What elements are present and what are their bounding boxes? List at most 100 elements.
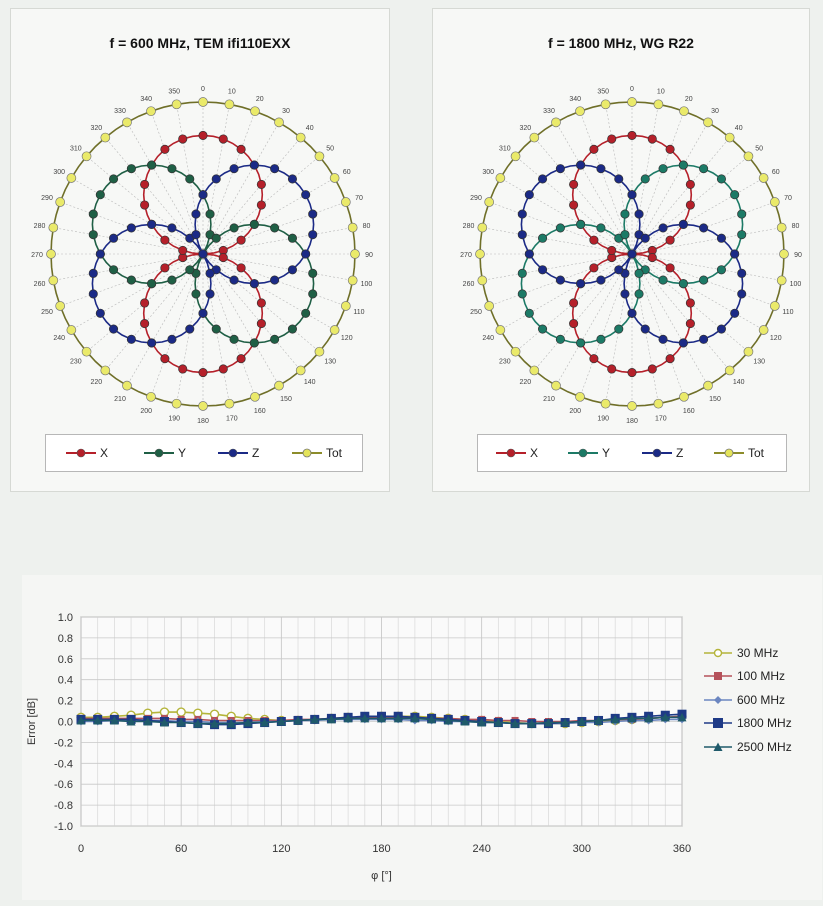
data-point-2500-mhz	[126, 717, 136, 726]
data-point-tot	[347, 275, 358, 286]
data-point-tot	[55, 197, 66, 207]
error-line-chart-panel: 1.0 0.8 0.6 0.4 0.2 0.0 -0.2 -0.4 -0.6 -0.8 -1.0 0 6…	[22, 575, 822, 900]
angle-tick-label: 40	[306, 125, 314, 132]
angle-tick-label: 340	[569, 96, 581, 103]
angle-tick-label: 110	[782, 309, 793, 316]
legend-label: 2500 MHz	[737, 739, 792, 754]
data-point-x	[236, 144, 246, 154]
data-point-tot	[224, 398, 235, 409]
data-point-z	[627, 308, 637, 318]
data-point-x	[256, 298, 266, 308]
legend-item-x: X	[66, 435, 108, 471]
data-point-x	[607, 364, 617, 374]
angle-tick-label: 140	[304, 379, 316, 386]
data-point-tot	[122, 380, 132, 391]
angle-tick-label: 70	[784, 195, 792, 202]
data-point-tot	[769, 197, 780, 207]
data-point-x	[178, 364, 188, 374]
data-point-z	[576, 279, 586, 289]
data-point-y	[634, 289, 644, 299]
data-point-y	[205, 209, 215, 219]
data-point-z	[191, 230, 201, 240]
data-point-tot	[477, 275, 488, 286]
data-point-tot	[224, 99, 235, 110]
angle-tick-label: 60	[772, 169, 780, 176]
radial-gridline	[202, 253, 301, 371]
data-point-z	[640, 233, 650, 243]
data-point-y	[185, 174, 195, 184]
data-point-tot	[510, 151, 521, 162]
radial-gridline	[515, 253, 633, 352]
legend-label: 1800 MHz	[737, 716, 792, 731]
data-point-2500-mhz	[393, 713, 403, 723]
y-tick-label: -0.2	[54, 737, 73, 749]
angle-tick-label: 50	[755, 145, 763, 152]
data-point-z	[640, 324, 650, 334]
data-point-y	[270, 223, 280, 233]
x-tick-label: 120	[272, 843, 290, 855]
data-point-x	[236, 235, 246, 245]
data-point-y	[191, 289, 201, 299]
data-point-2500-mhz	[360, 713, 370, 723]
data-point-x	[140, 200, 150, 210]
data-point-z	[524, 190, 534, 200]
data-point-y	[596, 223, 606, 233]
data-point-tot	[122, 117, 132, 128]
radial-gridline	[482, 253, 633, 281]
radial-gridline	[631, 253, 685, 397]
x-tick-label: 240	[472, 843, 490, 855]
data-point-tot	[776, 222, 787, 233]
legend-item-1800mhz: 1800 MHz	[704, 712, 823, 736]
y-tick-label: 0.0	[58, 717, 73, 729]
data-point-tot	[743, 151, 754, 162]
data-point-tot	[484, 301, 495, 311]
data-point-tot	[198, 97, 208, 107]
data-point-tot	[724, 365, 735, 376]
data-point-tot	[575, 106, 585, 117]
data-point-z	[308, 209, 318, 219]
data-point-x	[218, 253, 228, 263]
y-tick-label: -1.0	[54, 821, 73, 833]
data-point-y	[699, 164, 709, 174]
angle-tick-label: 230	[499, 359, 511, 366]
angle-tick-label: 50	[326, 145, 334, 152]
angle-tick-label: 150	[280, 396, 292, 403]
data-point-2500-mhz	[260, 718, 270, 727]
data-point-2500-mhz	[109, 715, 119, 725]
data-point-x	[160, 354, 170, 364]
legend-label: Y	[602, 446, 611, 460]
data-point-x	[140, 179, 150, 189]
error-line-plot: 1.0 0.8 0.6 0.4 0.2 0.0 -0.2 -0.4 -0.6 -0.8 -1.0 0 6…	[26, 612, 691, 882]
data-point-tot	[314, 151, 325, 162]
data-point-2500-mhz	[310, 714, 320, 724]
data-point-z	[198, 190, 208, 200]
angle-tick-label: 80	[792, 223, 800, 230]
data-point-2500-mhz	[276, 717, 286, 726]
data-point-z	[596, 275, 606, 285]
angle-tick-label: 310	[499, 145, 511, 152]
data-point-y	[287, 324, 297, 334]
data-point-x	[569, 319, 579, 329]
data-point-x	[589, 354, 599, 364]
data-point-tot	[653, 99, 664, 110]
data-point-x	[178, 245, 188, 255]
radial-gridline	[555, 253, 633, 386]
data-point-tot	[146, 391, 156, 402]
angle-tick-label: 20	[685, 96, 693, 103]
data-point-2500-mhz	[410, 713, 420, 723]
data-point-tot	[510, 346, 521, 357]
data-point-x	[569, 200, 579, 210]
data-point-y	[620, 209, 630, 219]
data-point-x	[569, 298, 579, 308]
radial-gridline	[500, 253, 633, 331]
angle-tick-label: 290	[41, 195, 53, 202]
data-point-z	[185, 324, 195, 334]
x-tick-label: 60	[175, 843, 187, 855]
legend-600mhz: X Y Z Tot	[45, 434, 363, 472]
data-point-z	[538, 174, 548, 184]
data-point-y	[229, 334, 239, 344]
data-point-2500-mhz	[193, 719, 203, 728]
data-point-y	[678, 279, 688, 289]
data-point-2500-mhz	[510, 719, 520, 728]
angle-tick-label: 20	[256, 96, 264, 103]
